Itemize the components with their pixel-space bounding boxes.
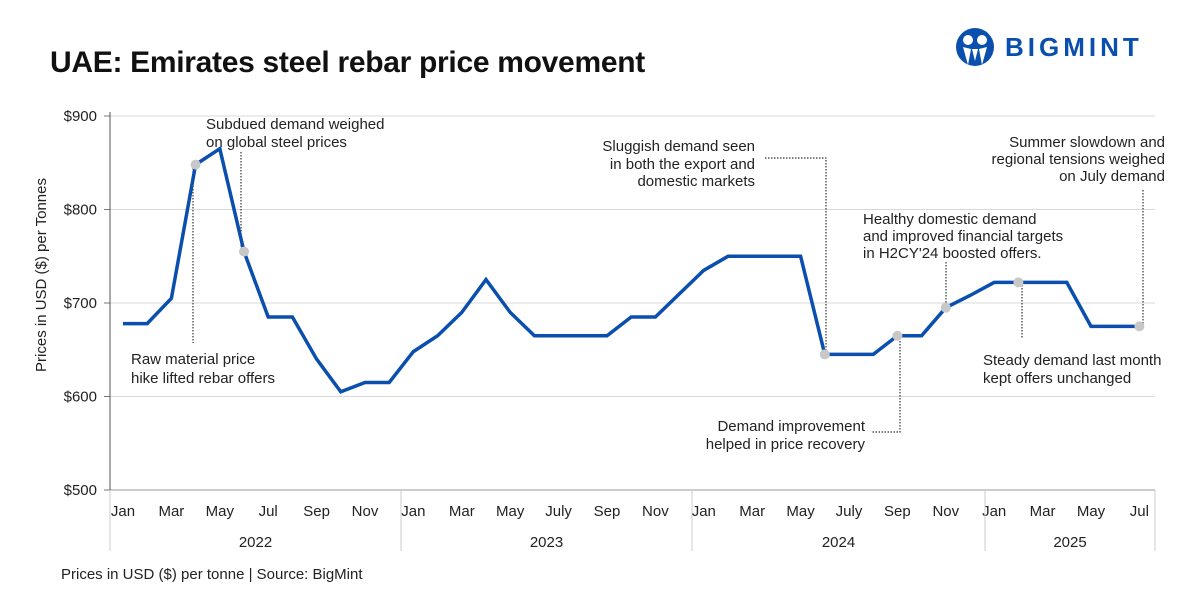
annotation-text: domestic markets bbox=[637, 173, 755, 190]
annotation-text: Summer slowdown and bbox=[1009, 134, 1165, 151]
annotation-marker bbox=[892, 330, 903, 341]
annotation-text: on global steel prices bbox=[206, 134, 347, 151]
x-tick-label: Nov bbox=[642, 503, 669, 520]
x-tick-label: Nov bbox=[352, 503, 379, 520]
source-footer: Prices in USD ($) per tonne | Source: Bi… bbox=[61, 566, 363, 583]
annotation-leader bbox=[765, 157, 827, 354]
y-tick-label: $800 bbox=[64, 202, 97, 219]
annotation-text: in H2CY'24 boosted offers. bbox=[863, 245, 1042, 262]
annotation-text: Steady demand last month bbox=[983, 352, 1161, 369]
annotation-text: Demand improvement bbox=[717, 418, 865, 435]
annotation-text: and improved financial targets bbox=[863, 228, 1063, 245]
annotation-text: Subdued demand weighed bbox=[206, 116, 384, 133]
year-label: 2022 bbox=[239, 534, 272, 551]
y-tick-label: $500 bbox=[64, 482, 97, 499]
year-label: 2024 bbox=[822, 534, 855, 551]
annotation-text: regional tensions weighed bbox=[992, 151, 1165, 168]
x-tick-label: Jul bbox=[259, 503, 278, 520]
x-tick-label: Jan bbox=[401, 503, 425, 520]
x-tick-label: Jan bbox=[692, 503, 716, 520]
x-tick-label: Mar bbox=[1030, 503, 1056, 520]
bigmint-logo: BIGMINT bbox=[955, 27, 1143, 67]
chart-title: UAE: Emirates steel rebar price movement bbox=[50, 46, 645, 79]
y-tick-label: $600 bbox=[64, 389, 97, 406]
logo-icon bbox=[956, 28, 994, 66]
y-tick-label: $900 bbox=[64, 108, 97, 125]
year-label: 2023 bbox=[530, 534, 563, 551]
annotation-text: Sluggish demand seen bbox=[602, 138, 755, 155]
x-tick-label: Sep bbox=[594, 503, 621, 520]
annotation-text: Healthy domestic demand bbox=[863, 211, 1036, 228]
x-tick-label: Jul bbox=[1130, 503, 1149, 520]
annotation-leader bbox=[872, 335, 901, 433]
x-tick-label: Mar bbox=[158, 503, 184, 520]
annotation-text: in both the export and bbox=[610, 156, 755, 173]
x-tick-label: July bbox=[545, 503, 572, 520]
logo-text: BIGMINT bbox=[1005, 31, 1143, 62]
annotation-marker bbox=[940, 302, 951, 313]
annotation-text: Raw material price bbox=[131, 351, 255, 368]
x-tick-label: Jan bbox=[982, 503, 1006, 520]
annotation-marker bbox=[1134, 321, 1145, 332]
x-tick-label: May bbox=[786, 503, 815, 520]
annotation-text: kept offers unchanged bbox=[983, 370, 1131, 387]
price-line bbox=[123, 145, 1140, 394]
x-tick-label: Mar bbox=[739, 503, 765, 520]
y-axis-label: Prices in USD ($) per Tonnes bbox=[33, 178, 50, 372]
x-tick-label: July bbox=[836, 503, 863, 520]
annotation-text: hike lifted rebar offers bbox=[131, 370, 275, 387]
annotation-marker bbox=[819, 349, 830, 360]
x-tick-label: Sep bbox=[884, 503, 911, 520]
x-tick-label: May bbox=[496, 503, 525, 520]
annotation-text: on July demand bbox=[1059, 168, 1165, 185]
annotation-marker bbox=[239, 246, 249, 257]
x-tick-label: May bbox=[1077, 503, 1106, 520]
x-tick-label: Sep bbox=[303, 503, 330, 520]
annotation-marker bbox=[190, 159, 201, 170]
x-tick-label: Nov bbox=[932, 503, 959, 520]
x-tick-label: Jan bbox=[111, 503, 135, 520]
x-tick-label: May bbox=[206, 503, 235, 520]
year-label: 2025 bbox=[1053, 534, 1086, 551]
annotation-marker bbox=[1013, 277, 1024, 288]
x-tick-label: Mar bbox=[449, 503, 475, 520]
y-tick-label: $700 bbox=[64, 295, 97, 312]
annotation-text: helped in price recovery bbox=[706, 436, 866, 453]
